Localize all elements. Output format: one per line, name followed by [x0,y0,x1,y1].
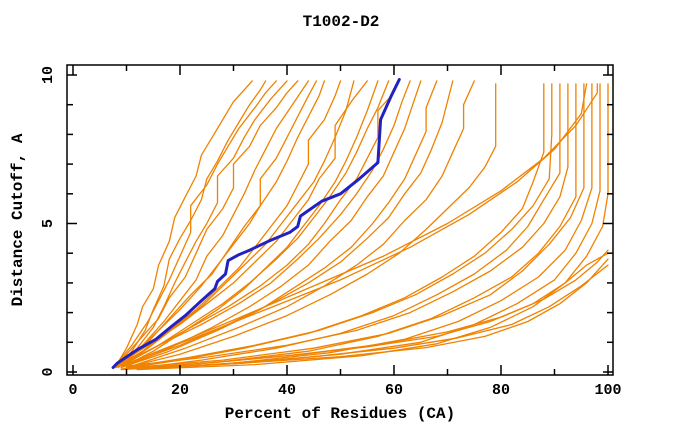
model-curve [125,83,497,369]
axes-layer [66,64,614,376]
tick-labels-layer: 0 20 40 60 80 100 0 5 10 [40,66,622,399]
model-curve [131,249,609,370]
model-curves-layer [111,78,609,371]
y-tick-label: 0 [40,367,57,376]
model-curve [136,83,609,371]
model-curve [117,80,267,369]
x-tick-label: 100 [594,382,621,399]
model-curve [120,80,411,366]
model-curve [115,80,342,369]
model-curve [136,83,577,370]
model-curve [125,80,422,367]
chart-title: T1002-D2 [303,13,380,31]
model-curve [115,80,400,367]
x-tick-label: 0 [68,382,77,399]
model-curve [125,83,553,369]
model-curve [131,83,561,370]
x-axis-title: Percent of Residues (CA) [225,405,455,423]
model-curve [136,83,593,370]
model-curve [115,80,253,367]
model-curve [115,80,277,366]
model-curve [120,80,438,369]
model-curve [120,80,310,366]
model-curve [131,80,475,367]
model-curve [120,264,609,371]
model-curve [131,83,585,369]
x-tick-label: 60 [385,382,403,399]
x-tick-label: 40 [278,382,296,399]
highlight-curve [111,78,401,369]
x-tick-label: 80 [492,382,510,399]
model-curve [123,80,326,364]
y-axis-title: Distance Cutoff, A [9,133,27,306]
model-curve [120,83,598,367]
y-tick-label: 5 [40,219,57,228]
model-curve [115,83,588,369]
model-curve [125,258,609,370]
y-tick-label: 10 [40,66,57,84]
model-curve [125,83,569,367]
model-curve [117,80,299,364]
model-curve [120,80,355,367]
model-curve [117,80,368,366]
x-tick-label: 20 [171,382,189,399]
model-curve [115,80,318,367]
model-curve [125,80,390,364]
model-curve [141,83,601,370]
model-curve [120,83,545,370]
